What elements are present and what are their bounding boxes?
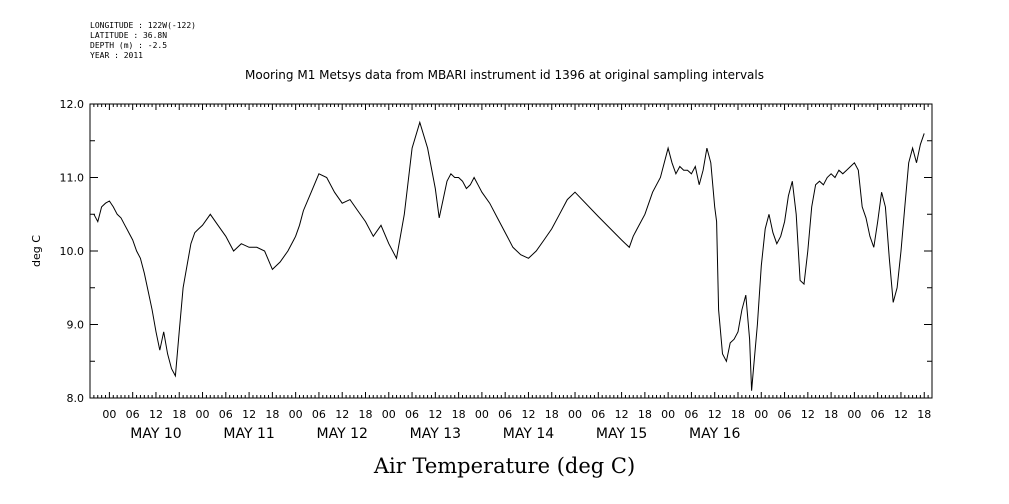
x-hour-label: 06	[684, 408, 698, 421]
x-hour-label: 06	[405, 408, 419, 421]
y-tick-label: 9.0	[67, 319, 85, 332]
x-hour-label: 18	[265, 408, 279, 421]
x-hour-label: 12	[521, 408, 535, 421]
x-hour-label: 18	[917, 408, 931, 421]
x-day-label: MAY 16	[689, 426, 740, 442]
depth-text: DEPTH (m) : -2.5	[90, 41, 168, 50]
x-hour-label: 06	[871, 408, 885, 421]
axis-labels: 8.0 9.0 10.0 11.0 12.0 00 06 12 18 00 06 12 18 00 06 12…	[60, 98, 932, 442]
x-hour-label: 12	[708, 408, 722, 421]
x-hour-label: 12	[615, 408, 629, 421]
x-day-label: MAY 10	[130, 426, 181, 442]
metadata-block: LONGITUDE : 122W(-122) LATITUDE : 36.8N …	[90, 21, 196, 61]
y-axis-label: deg C	[30, 235, 43, 267]
y-tick-label: 10.0	[60, 245, 85, 258]
series-line	[93, 120, 925, 391]
x-hour-label: 06	[778, 408, 792, 421]
x-hour-label: 12	[242, 408, 256, 421]
x-hour-label: 06	[591, 408, 605, 421]
y-tick-label: 8.0	[67, 392, 85, 405]
x-hour-label: 12	[801, 408, 815, 421]
x-day-label: MAY 13	[410, 426, 461, 442]
latitude-text: LATITUDE : 36.8N	[90, 31, 168, 40]
x-axis-title: Air Temperature (deg C)	[373, 454, 636, 478]
x-hour-label: 18	[545, 408, 559, 421]
x-hour-label: 00	[102, 408, 116, 421]
chart-title: Mooring M1 Metsys data from MBARI instru…	[245, 68, 764, 82]
x-hour-label: 18	[731, 408, 745, 421]
x-hour-label: 06	[312, 408, 326, 421]
x-hour-label: 00	[754, 408, 768, 421]
x-hour-label: 06	[219, 408, 233, 421]
x-day-label: MAY 12	[317, 426, 368, 442]
year-text: YEAR : 2011	[90, 51, 143, 60]
x-day-label: MAY 15	[596, 426, 647, 442]
x-hour-label: 18	[824, 408, 838, 421]
x-hour-label: 18	[358, 408, 372, 421]
x-hour-label: 06	[126, 408, 140, 421]
x-hour-label: 18	[638, 408, 652, 421]
x-hour-label: 00	[847, 408, 861, 421]
x-hour-label: 06	[498, 408, 512, 421]
plot-frame	[89, 103, 933, 399]
x-hour-label: 12	[894, 408, 908, 421]
longitude-text: LONGITUDE : 122W(-122)	[90, 21, 196, 30]
x-hour-label: 00	[475, 408, 489, 421]
x-hour-label: 00	[289, 408, 303, 421]
x-hour-label: 18	[452, 408, 466, 421]
x-hour-label: 18	[172, 408, 186, 421]
y-tick-label: 12.0	[60, 98, 85, 111]
x-day-label: MAY 14	[503, 426, 554, 442]
axis-ticks	[89, 103, 933, 399]
x-hour-label: 00	[661, 408, 675, 421]
y-tick-label: 11.0	[60, 172, 85, 185]
x-hour-label: 12	[428, 408, 442, 421]
x-hour-label: 12	[335, 408, 349, 421]
x-hour-label: 00	[382, 408, 396, 421]
x-hour-label: 00	[196, 408, 210, 421]
x-hour-label: 00	[568, 408, 582, 421]
x-hour-label: 12	[149, 408, 163, 421]
x-day-label: MAY 11	[223, 426, 274, 442]
